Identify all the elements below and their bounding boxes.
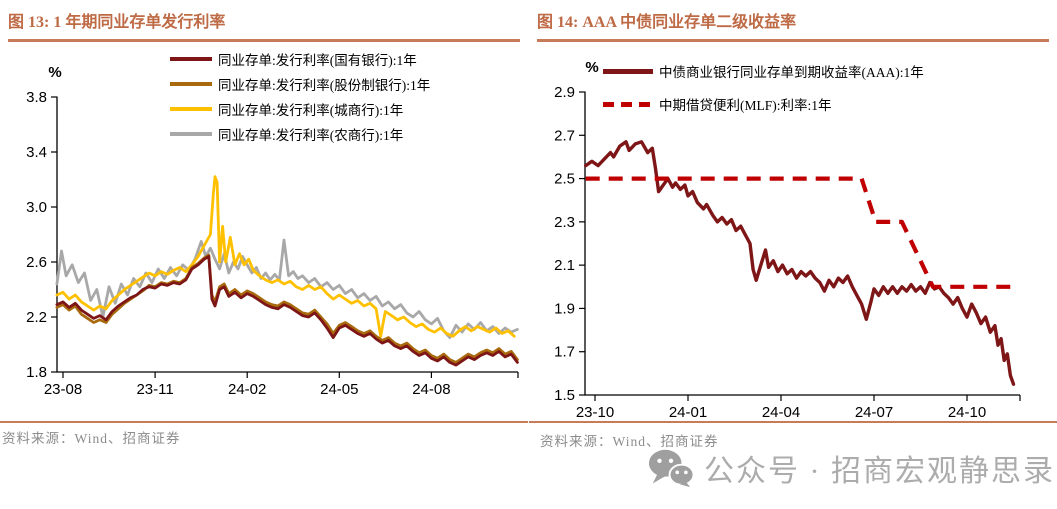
y-tick-label: 2.6	[26, 254, 47, 271]
series-line-0	[55, 255, 519, 367]
legend-item: 同业存单:发行利率(城商行):1年	[170, 99, 430, 119]
legend-line-swatch	[170, 107, 212, 111]
figure-13-panel: 图 13: 1 年期同业存单发行利率 1.8 2.2 2.6 3.0 3.4 3.8 23-…	[0, 0, 528, 509]
legend-item: 同业存单:发行利率(农商行):1年	[170, 124, 430, 144]
legend-label: 同业存单:发行利率(国有银行):1年	[218, 53, 417, 68]
y-tick-label: 1.5	[554, 387, 575, 404]
wechat-icon	[648, 449, 694, 488]
wechat-watermark: 公众号 · 招商宏观静思录	[648, 446, 1055, 490]
legend-item: 同业存单:发行利率(国有银行):1年	[170, 49, 430, 69]
x-tick-label: 24-02	[228, 381, 266, 398]
y-axis-unit-label: %	[48, 64, 61, 81]
figure-13-legend: 同业存单:发行利率(国有银行):1年 同业存单:发行利率(股份制银行):1年 同业存…	[170, 49, 430, 144]
figure-13-title-rule	[8, 39, 520, 42]
x-tick-label: 24-01	[669, 404, 707, 421]
y-tick-label: 2.7	[554, 127, 575, 144]
x-tick-label: 24-04	[762, 404, 800, 421]
x-tick-label: 23-08	[44, 381, 82, 398]
y-tick-label: 2.3	[554, 214, 575, 231]
x-tick-label: 23-10	[576, 404, 614, 421]
legend-line-swatch	[170, 82, 212, 86]
y-tick-label: 1.9	[554, 300, 575, 317]
y-tick-label: 2.1	[554, 257, 575, 274]
figure-14-panel: 图 14: AAA 中债同业存单二级收益率 1.5 1.7 1.9 2.1 2.3 2.5…	[529, 0, 1057, 509]
y-tick-label: 3.4	[26, 144, 47, 161]
y-tick-label: 3.8	[26, 89, 47, 106]
figure-14-source-rule	[529, 421, 1057, 423]
x-tick-label: 24-05	[320, 381, 358, 398]
figure-14-title: 图 14: AAA 中债同业存单二级收益率	[537, 14, 797, 31]
y-tick-label: 2.2	[26, 309, 47, 326]
y-tick-label: 3.0	[26, 199, 47, 216]
watermark-text: 公众号 · 招商宏观静思录	[704, 455, 1055, 488]
y-tick-label: 2.5	[554, 171, 575, 188]
x-tick-label: 24-10	[948, 404, 986, 421]
legend-label: 中期借贷便利(MLF):利率:1年	[659, 98, 832, 113]
legend-label: 同业存单:发行利率(城商行):1年	[218, 103, 404, 118]
legend-line-swatch	[170, 57, 212, 61]
series-line-0	[584, 140, 1016, 386]
legend-label: 同业存单:发行利率(农商行):1年	[218, 128, 404, 143]
legend-line-swatch	[603, 68, 653, 74]
x-tick-label: 24-08	[412, 381, 450, 398]
figure-13-source-rule	[0, 421, 528, 423]
y-tick-label: 1.7	[554, 344, 575, 361]
series-line-2	[55, 175, 516, 338]
figure-13-source-note: 资料来源：Wind、招商证券	[2, 431, 181, 446]
legend-item: 同业存单:发行利率(股份制银行):1年	[170, 74, 430, 94]
y-tick-label: 2.9	[554, 84, 575, 101]
figure-13-chart: 1.8 2.2 2.6 3.0 3.4 3.8 23-08 23-11 24-02 24-05 24…	[26, 64, 519, 398]
legend-line-swatch	[170, 132, 212, 136]
legend-item: 中期借贷便利(MLF):利率:1年	[603, 94, 924, 114]
legend-label: 同业存单:发行利率(股份制银行):1年	[218, 78, 431, 93]
legend-item: 中债商业银行同业存单到期收益率(AAA):1年	[603, 61, 924, 81]
y-axis-unit-label: %	[585, 59, 598, 76]
legend-label: 中债商业银行同业存单到期收益率(AAA):1年	[659, 65, 924, 80]
figure-14-chart: 1.5 1.7 1.9 2.1 2.3 2.5 2.7 2.9 23-10 24-01 24-04 2…	[554, 59, 1021, 421]
legend-dashed-line-swatch	[603, 101, 653, 107]
figure-14-source-note: 资料来源：Wind、招商证券	[540, 434, 719, 449]
figure-14-title-rule	[537, 39, 1049, 42]
y-tick-label: 1.8	[26, 364, 47, 381]
series-line-1	[585, 176, 1014, 289]
figure-13-title: 图 13: 1 年期同业存单发行利率	[8, 14, 226, 31]
figure-14-legend: 中债商业银行同业存单到期收益率(AAA):1年 中期借贷便利(MLF):利率:1年	[603, 61, 924, 114]
x-tick-label: 23-11	[136, 381, 173, 398]
x-tick-label: 24-07	[855, 404, 893, 421]
